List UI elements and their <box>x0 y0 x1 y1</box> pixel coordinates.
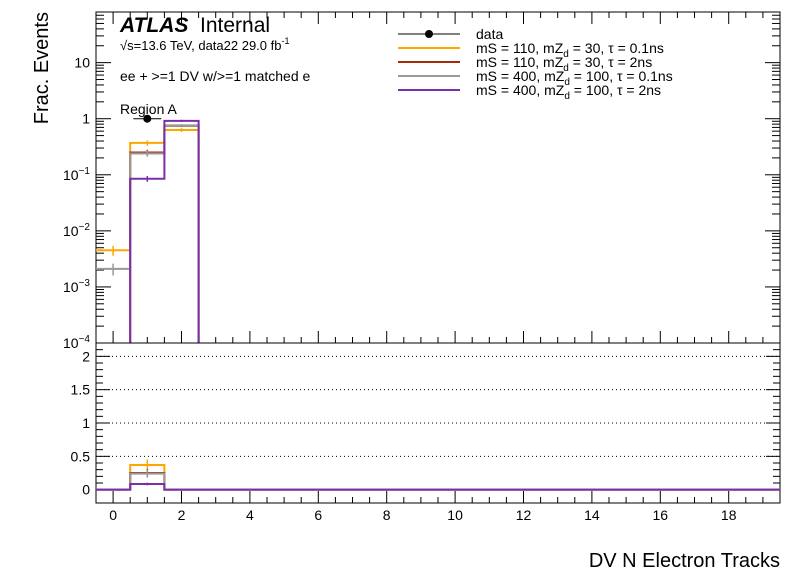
y-tick-base: 1 <box>82 111 90 127</box>
energy-label-text: √s=13.6 TeV, data22 29.0 fb <box>120 38 281 53</box>
y-tick-label: 10−4 <box>63 334 90 351</box>
x-tick-label: 2 <box>178 507 186 523</box>
y-tick-base: 10 <box>63 279 79 295</box>
legend-label-main: mS = 110, mZ <box>476 54 564 70</box>
ratio-y-tick-label: 1.5 <box>71 382 91 398</box>
y-tick-base: 10 <box>74 55 90 71</box>
y-axis-label: Frac. Events <box>31 12 53 124</box>
legend-label-sub: d <box>564 91 570 102</box>
data-point <box>143 114 152 123</box>
x-tick-label: 0 <box>109 507 117 523</box>
legend-label-sub: d <box>563 49 569 60</box>
bottom-frame <box>95 342 781 504</box>
y-tick-exp: −3 <box>79 278 91 289</box>
ratio-histogram-3 <box>96 483 780 491</box>
y-tick-label: 1 <box>82 111 90 127</box>
legend-label-1: mS = 110, mZd = 30, τ = 0.1ns <box>476 40 664 60</box>
atlas-status: Internal <box>200 14 270 37</box>
legend-label-main: mS = 110, mZ <box>476 40 564 56</box>
y-tick-label: 10−3 <box>63 278 90 295</box>
y-tick-exp: −1 <box>79 166 91 177</box>
x-tick-label: 4 <box>246 507 254 523</box>
selection-label: ee + >=1 DV w/>=1 matched e <box>120 68 311 84</box>
ratio-histogram-1 <box>96 472 780 491</box>
legend-label-3: mS = 400, mZd = 100, τ = 0.1ns <box>476 68 673 88</box>
energy-label: √s=13.6 TeV, data22 29.0 fb-1 <box>120 36 289 53</box>
bottom-panel: 0 0.5 1 1.5 2 0 2 4 6 8 10 12 14 16 18 <box>71 342 781 523</box>
ratio-y-tick-label: 1 <box>82 415 90 431</box>
y-tick-exp: −4 <box>79 334 91 345</box>
energy-label-sup: -1 <box>281 36 289 46</box>
x-tick-label: 18 <box>721 507 737 523</box>
ratio-y-tick-label: 0 <box>82 482 90 498</box>
region-label: Region A <box>120 101 177 117</box>
y-tick-label: 10−1 <box>63 166 90 183</box>
x-tick-label: 12 <box>516 507 532 523</box>
legend-label-sub: d <box>564 77 570 88</box>
atlas-label: ATLAS <box>119 14 188 37</box>
y-tick-base: 10 <box>63 167 79 183</box>
top-plot-area <box>96 114 200 343</box>
legend-label-rest: = 30, τ = 2ns <box>569 54 652 70</box>
ratio-y-tick-label: 0.5 <box>71 448 91 464</box>
legend-label-main: mS = 400, mZ <box>476 68 565 84</box>
x-tick-label: 8 <box>383 507 391 523</box>
legend-label-rest: = 100, τ = 0.1ns <box>570 68 673 84</box>
legend-label-main: mS = 400, mZ <box>476 82 565 98</box>
y-tick-exp: −2 <box>79 222 91 233</box>
y-tick-base: 10 <box>63 223 79 239</box>
ratio-histogram-2 <box>96 472 780 491</box>
legend-label-rest: = 100, τ = 2ns <box>570 82 661 98</box>
legend-label-4: mS = 400, mZd = 100, τ = 2ns <box>476 82 661 102</box>
ratio-y-tick-label: 2 <box>82 348 90 364</box>
mc-histogram-3 <box>129 119 200 343</box>
y-tick-label: 10 <box>74 55 90 71</box>
legend-label-rest: = 30, τ = 0.1ns <box>569 40 664 56</box>
x-tick-label: 10 <box>447 507 463 523</box>
y-tick-label: 10−2 <box>63 222 90 239</box>
legend-label-2: mS = 110, mZd = 30, τ = 2ns <box>476 54 652 74</box>
x-axis-label: DV N Electron Tracks <box>589 550 780 572</box>
legend-label-data: data <box>476 26 503 42</box>
x-tick-label: 16 <box>653 507 669 523</box>
x-tick-label: 6 <box>314 507 322 523</box>
bottom-plot-area <box>96 459 780 491</box>
legend-label-sub: d <box>563 63 569 74</box>
y-tick-base: 10 <box>63 335 79 351</box>
x-tick-label: 14 <box>584 507 600 523</box>
legend-marker <box>425 30 433 38</box>
ratio-histogram-0 <box>96 464 780 491</box>
